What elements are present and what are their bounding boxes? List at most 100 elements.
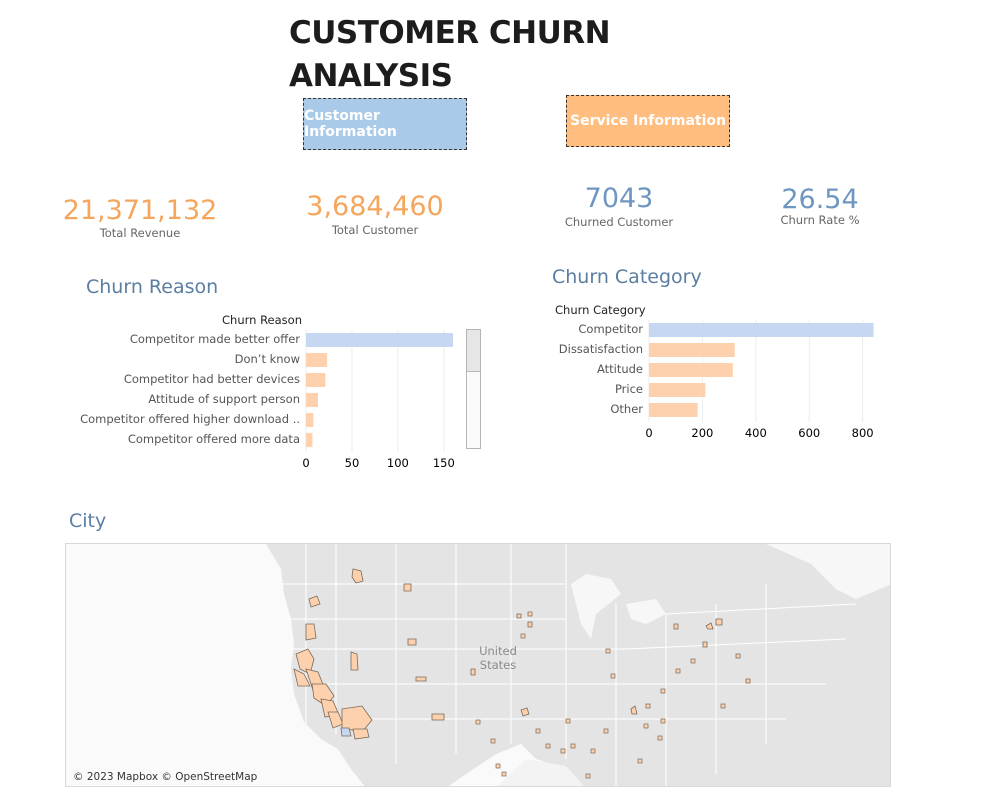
city-region	[527, 621, 533, 628]
bar-label: Other	[610, 402, 643, 416]
city-dot	[610, 673, 616, 679]
map-canvas[interactable]: United States	[66, 544, 891, 787]
bar[interactable]	[649, 323, 874, 337]
map-country-label: United	[479, 644, 517, 658]
city-region	[630, 705, 638, 715]
kpi-total-customer: 3,684,460 Total Customer	[275, 191, 475, 237]
map-lake	[626, 599, 666, 624]
tick-label: 100	[387, 456, 409, 470]
bar[interactable]	[649, 363, 733, 377]
customer-information-button[interactable]: Customer Information	[303, 98, 467, 150]
bar[interactable]	[649, 383, 706, 397]
tick-label: 200	[691, 426, 713, 440]
tick-label: 400	[745, 426, 767, 440]
city-region	[470, 668, 476, 676]
city-dot	[645, 703, 651, 709]
city-region	[295, 648, 315, 675]
bar-label: Competitor offered more data	[127, 432, 300, 446]
city-region	[407, 638, 417, 646]
customer-information-label: Customer Information	[304, 108, 397, 140]
kpi-value: 21,371,132	[62, 195, 218, 226]
city-dot	[643, 723, 649, 729]
bar-label: Attitude	[596, 362, 643, 376]
city-region	[516, 613, 522, 619]
city-region	[341, 705, 373, 733]
bar-label: Don’t know	[234, 352, 300, 366]
city-dot	[585, 773, 591, 779]
bar[interactable]	[306, 333, 454, 347]
service-information-label: Service Information	[570, 113, 726, 129]
churn-reason-scrollbar[interactable]	[466, 329, 481, 449]
bar-label: Competitor had better devices	[123, 372, 300, 386]
city-region	[415, 676, 427, 682]
city-dot	[570, 743, 576, 749]
churn-category-header: Churn Category	[555, 303, 646, 317]
bar[interactable]	[306, 393, 318, 407]
city-dot	[501, 771, 507, 777]
churn-reason-labels: Competitor made better offer Don’t know Co…	[60, 330, 300, 450]
tick-label: 0	[302, 456, 309, 470]
map-gulf	[498, 759, 585, 786]
city-dot	[675, 668, 681, 674]
map-city-dots	[475, 611, 726, 779]
city-dot	[490, 738, 496, 744]
churn-category-chart: 0 200 400 600 800	[645, 320, 874, 440]
bar[interactable]	[306, 433, 313, 447]
bar[interactable]	[306, 413, 314, 427]
city-region	[431, 713, 445, 721]
churn-category-labels: Competitor Dissatisfaction Attitude Price Ot…	[500, 320, 643, 420]
churn-reason-title: Churn Reason	[86, 276, 219, 298]
bar-label: Attitude of support person	[148, 392, 300, 406]
city-region	[293, 668, 311, 687]
city-dot	[660, 688, 666, 694]
map-land	[266, 544, 890, 786]
kpi-label: Total Customer	[331, 223, 419, 237]
bar[interactable]	[306, 353, 328, 367]
kpi-value: 26.54	[781, 184, 859, 215]
kpi-churned-customer: 7043 Churned Customer	[519, 183, 719, 229]
city-region	[350, 651, 359, 671]
city-region	[305, 623, 317, 641]
map-lake	[571, 574, 621, 639]
city-region	[715, 618, 723, 626]
city-region	[403, 583, 412, 592]
city-title: City	[69, 510, 107, 532]
map-credit: © 2023 Mapbox © OpenStreetMap	[73, 771, 258, 783]
city-region	[735, 653, 741, 659]
city-dot	[637, 758, 643, 764]
tick-label: 600	[798, 426, 820, 440]
bar[interactable]	[649, 343, 735, 357]
city-dot	[660, 718, 666, 724]
city-dot	[605, 648, 611, 654]
city-dot	[535, 728, 541, 734]
service-information-button[interactable]: Service Information	[566, 95, 730, 147]
city-dot	[720, 703, 726, 709]
kpi-label: Churned Customer	[564, 215, 674, 229]
bar[interactable]	[306, 373, 326, 387]
bar-label: Competitor made better offer	[129, 332, 300, 346]
churn-reason-chart: 0 50 100 150	[302, 330, 455, 470]
map-city-regions	[293, 568, 751, 740]
city-region	[702, 641, 708, 648]
map-bay	[766, 544, 890, 599]
city-map[interactable]: United States © 2023 Mapbox © OpenStreet…	[65, 543, 891, 787]
city-region	[673, 623, 679, 630]
tick-label: 150	[433, 456, 455, 470]
city-region	[308, 595, 321, 608]
city-dot	[603, 728, 609, 734]
bar-label: Dissatisfaction	[558, 342, 643, 356]
city-region	[340, 727, 352, 737]
kpi-total-revenue: 21,371,132 Total Revenue	[40, 195, 240, 240]
bar-label: Price	[614, 382, 643, 396]
city-region	[745, 678, 751, 684]
city-dot	[590, 748, 596, 754]
tick-label: 800	[852, 426, 874, 440]
kpi-value: 7043	[584, 183, 654, 214]
scrollbar-thumb[interactable]	[467, 330, 480, 372]
bar[interactable]	[649, 403, 698, 417]
tick-label: 0	[645, 426, 652, 440]
city-dot	[560, 748, 566, 754]
map-country-label: States	[480, 658, 516, 672]
churn-reason-header: Churn Reason	[222, 313, 302, 327]
city-region	[520, 707, 530, 717]
